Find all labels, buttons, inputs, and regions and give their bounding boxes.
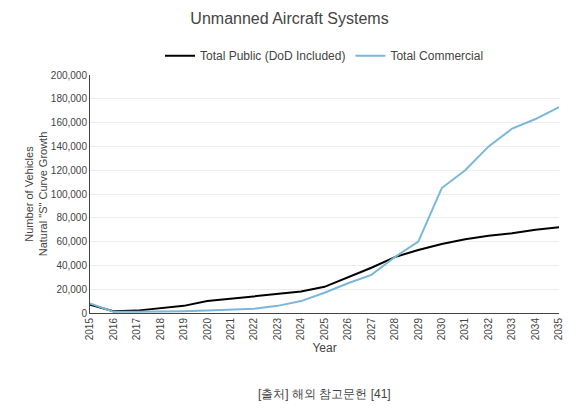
- svg-text:Unmanned Aircraft Systems: Unmanned Aircraft Systems: [190, 10, 388, 27]
- svg-text:2023: 2023: [272, 318, 283, 341]
- svg-text:60,000: 60,000: [56, 236, 87, 247]
- svg-text:Total Commercial: Total Commercial: [390, 49, 483, 63]
- svg-text:2018: 2018: [155, 318, 166, 341]
- svg-text:2024: 2024: [295, 318, 306, 341]
- svg-text:2025: 2025: [319, 318, 330, 341]
- svg-text:Year: Year: [312, 341, 336, 355]
- svg-text:2032: 2032: [483, 318, 494, 341]
- svg-text:2027: 2027: [366, 318, 377, 341]
- svg-text:2030: 2030: [436, 318, 447, 341]
- svg-text:[출처] 해외 참고문헌 [41]: [출처] 해외 참고문헌 [41]: [258, 387, 391, 401]
- svg-text:2015: 2015: [84, 318, 95, 341]
- svg-text:200,000: 200,000: [51, 70, 88, 81]
- svg-text:140,000: 140,000: [51, 141, 88, 152]
- svg-text:2019: 2019: [178, 318, 189, 341]
- svg-text:20,000: 20,000: [56, 284, 87, 295]
- svg-text:2031: 2031: [459, 318, 470, 341]
- svg-text:2020: 2020: [202, 318, 213, 341]
- svg-text:Number of VehiclesNatural "S": Number of VehiclesNatural "S" Curve Grow…: [23, 132, 49, 257]
- svg-text:0: 0: [81, 308, 87, 319]
- svg-text:2017: 2017: [131, 318, 142, 341]
- svg-text:2028: 2028: [389, 318, 400, 341]
- svg-text:2026: 2026: [342, 318, 353, 341]
- svg-text:2033: 2033: [506, 318, 517, 341]
- svg-text:2016: 2016: [108, 318, 119, 341]
- svg-text:2022: 2022: [248, 318, 259, 341]
- svg-text:180,000: 180,000: [51, 93, 88, 104]
- svg-text:2035: 2035: [553, 318, 564, 341]
- svg-text:80,000: 80,000: [56, 212, 87, 223]
- svg-text:160,000: 160,000: [51, 117, 88, 128]
- svg-text:2021: 2021: [225, 318, 236, 341]
- svg-text:120,000: 120,000: [51, 165, 88, 176]
- svg-text:2029: 2029: [413, 318, 424, 341]
- svg-text:100,000: 100,000: [51, 189, 88, 200]
- svg-text:Total Public (DoD Included): Total Public (DoD Included): [200, 49, 345, 63]
- svg-text:40,000: 40,000: [56, 260, 87, 271]
- svg-text:2034: 2034: [530, 318, 541, 341]
